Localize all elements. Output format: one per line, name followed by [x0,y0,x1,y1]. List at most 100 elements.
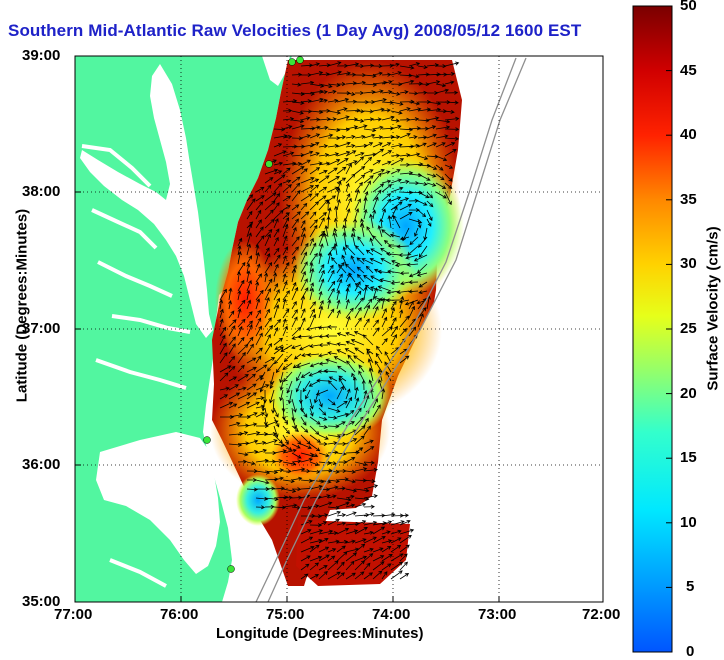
velocity-arrow [354,165,366,175]
velocity-arrow [354,152,365,157]
velocity-arrow [273,476,284,481]
velocity-arrow [353,355,365,364]
velocity-arrow [354,467,368,472]
velocity-arrow [255,309,261,319]
velocity-arrow [377,378,383,391]
velocity-arrow [318,133,334,139]
velocity-arrow [279,389,284,402]
velocity-arrow [338,375,347,382]
velocity-arrow [390,153,401,158]
velocity-arrow [390,529,402,535]
velocity-arrow [255,347,263,355]
velocity-arrow [408,91,419,96]
velocity-arrow [345,144,356,149]
velocity-field [210,60,464,586]
velocity-arrow [365,265,374,274]
velocity-arrow [282,469,292,474]
velocity-arrow [228,310,235,319]
velocity-arrow [273,289,280,301]
velocity-arrow [318,424,328,429]
velocity-arrow [381,184,393,193]
velocity-arrow [282,308,290,319]
velocity-arrow [327,287,335,301]
velocity-arrow [327,280,336,292]
velocity-arrow [282,167,291,175]
velocity-arrow [264,288,271,301]
velocity-arrow [282,448,297,454]
velocity-arrow [399,520,411,526]
velocity-arrow [246,487,258,492]
velocity-arrow [327,555,336,562]
velocity-arrow [255,317,262,328]
velocity-arrow [426,200,434,208]
velocity-arrow [336,539,349,544]
velocity-arrow [354,118,365,123]
velocity-arrow [345,173,356,184]
velocity-arrow [273,209,284,220]
colorbar-tick-label: 25 [680,320,697,337]
velocity-arrow [367,358,374,373]
velocity-arrow [309,152,320,157]
velocity-arrow [309,242,317,256]
velocity-arrow [390,307,396,319]
velocity-arrow [300,219,306,229]
colorbar-tick-label: 40 [680,126,697,143]
velocity-arrow [363,467,379,472]
velocity-arrow [273,459,283,464]
velocity-arrow [376,345,383,355]
velocity-arrow [345,244,356,256]
velocity-arrow [336,572,345,580]
velocity-arrow [354,502,367,508]
velocity-arrow [417,181,428,186]
velocity-arrow [291,425,299,433]
velocity-arrow [246,357,257,364]
velocity-arrow [325,333,338,338]
velocity-arrow [282,290,290,301]
velocity-arrow [399,79,415,85]
velocity-arrow [318,161,331,166]
velocity-arrow [381,198,392,211]
velocity-arrow [345,572,356,580]
velocity-arrow [255,355,262,364]
velocity-arrow [318,263,325,274]
velocity-arrow [300,242,309,256]
velocity-arrow [369,237,374,247]
velocity-arrow [336,349,347,355]
velocity-arrow [379,218,384,229]
velocity-arrow [333,217,338,229]
velocity-arrow [237,279,245,292]
velocity-arrow [282,443,293,451]
velocity-arrow [381,388,386,400]
velocity-arrow [363,460,375,465]
velocity-arrow [255,219,262,229]
velocity-arrow [309,201,320,211]
velocity-arrow [228,336,236,346]
velocity-arrow [281,398,286,413]
velocity-arrow [291,255,296,265]
velocity-arrow [351,227,356,238]
velocity-arrow [293,353,302,360]
velocity-arrow [372,135,384,140]
velocity-arrow [255,412,265,418]
velocity-arrow [291,124,305,130]
velocity-arrow [282,212,290,220]
velocity-arrow [381,539,393,544]
velocity-arrow [300,536,314,544]
velocity-arrow [399,528,415,535]
velocity-arrow [327,469,340,474]
velocity-arrow [255,374,264,382]
velocity-arrow [408,74,420,79]
velocity-arrow [345,125,359,130]
velocity-arrow [372,64,383,69]
velocity-arrow [255,244,260,256]
velocity-arrow [237,290,242,301]
velocity-arrow [219,372,229,382]
velocity-arrow [408,289,419,294]
velocity-arrow [273,337,284,346]
velocity-arrow [381,338,388,346]
velocity-arrow [399,513,410,518]
velocity-arrow [309,224,318,238]
velocity-arrow [390,143,403,148]
velocity-arrow [327,415,338,420]
velocity-arrow [219,342,227,355]
